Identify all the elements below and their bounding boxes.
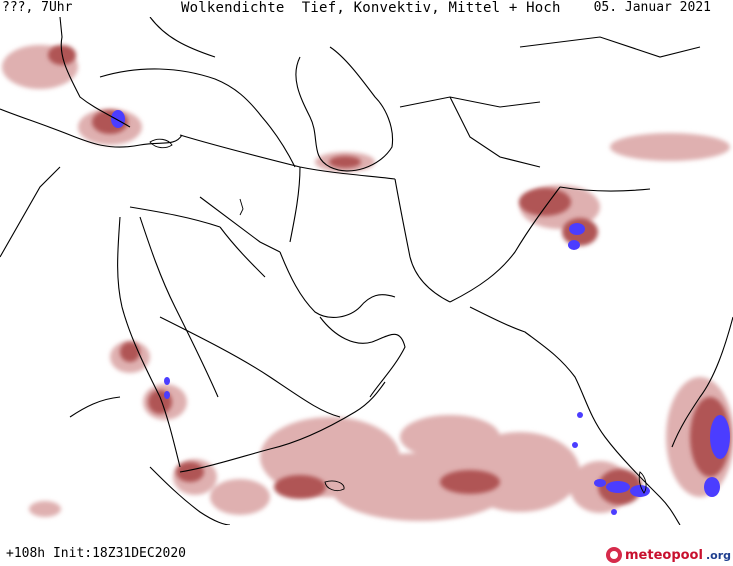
region-time-label: ???, 7Uhr: [2, 0, 73, 15]
init-time-label: +108h Init:18Z31DEC2020: [6, 546, 187, 561]
map-title: Wolkendichte Tief, Konvektiv, Mittel + H…: [181, 0, 561, 16]
logo-mark-icon: [606, 547, 622, 563]
country-borders: [0, 17, 733, 525]
weather-map-svg: [0, 17, 733, 525]
logo-domain: .org: [705, 548, 731, 562]
forecast-date: 05. Januar 2021: [593, 0, 711, 15]
meteopool-logo: meteopool .org: [606, 544, 731, 566]
convective-cells: [111, 110, 730, 515]
weather-map: [0, 17, 733, 525]
islands: [149, 138, 647, 494]
logo-text: meteopool: [625, 547, 703, 563]
